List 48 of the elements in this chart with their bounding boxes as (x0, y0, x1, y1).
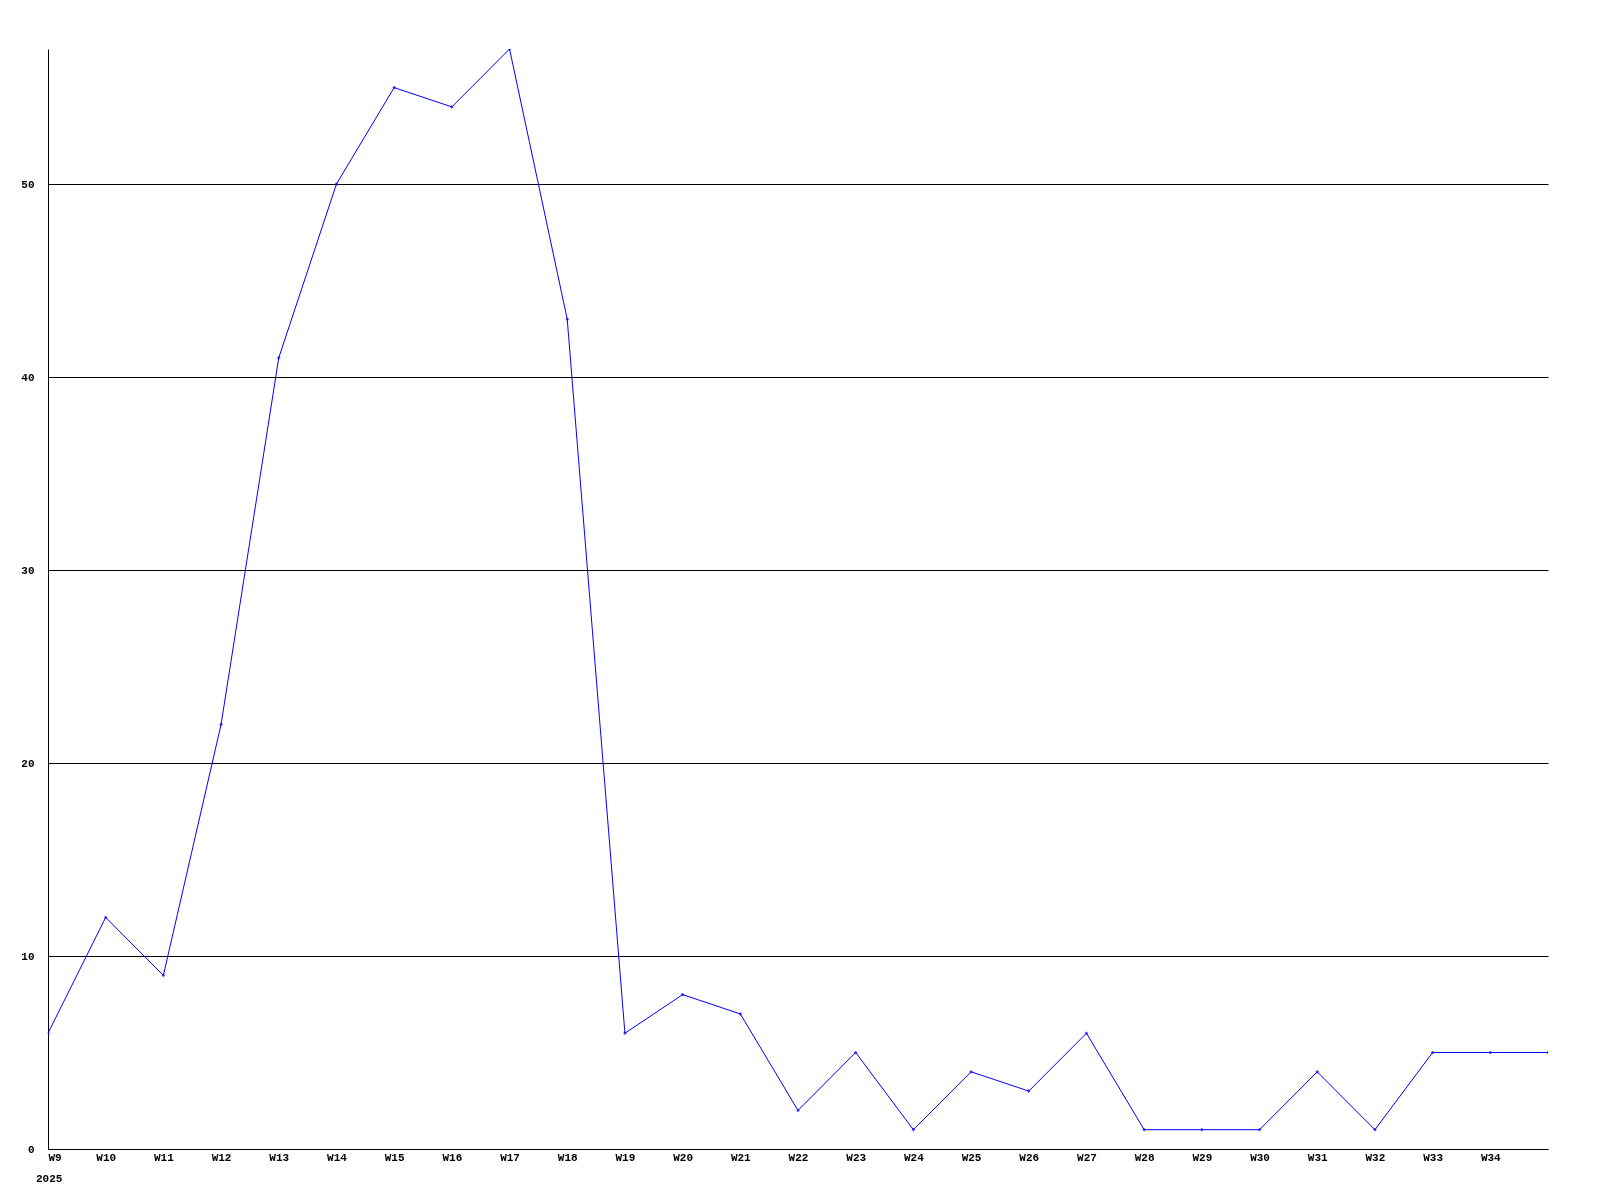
x-tick-label: W20 (673, 1151, 694, 1164)
x-tick-label: W9 (48, 1151, 62, 1164)
x-tick-label: W34 (1480, 1151, 1502, 1164)
x-tick-label: W16 (442, 1151, 463, 1164)
line-series (47, 48, 1549, 1132)
point (1026, 1089, 1031, 1093)
point (1142, 1127, 1147, 1132)
point (334, 182, 339, 186)
x-tick-label: W31 (1307, 1151, 1329, 1164)
x-tick-label: W10 (96, 1151, 117, 1164)
y-tick-label: 40 (21, 371, 35, 384)
x-tick-label: W19 (615, 1151, 636, 1164)
x-tick-label: W15 (384, 1151, 405, 1164)
x-tick-label: W22 (788, 1151, 809, 1164)
point (1199, 1127, 1204, 1132)
text: 2025 (36, 1173, 63, 1185)
point (738, 1012, 743, 1016)
point (796, 1108, 800, 1113)
point (1373, 1127, 1377, 1132)
y-tick-label: 10 (21, 950, 35, 963)
x-tick-label: W25 (961, 1151, 982, 1164)
point (1488, 1050, 1493, 1055)
point (1257, 1127, 1262, 1132)
x-tick-label: W14 (327, 1151, 348, 1164)
y-tick-label: 30 (21, 564, 35, 577)
x-tick-label: W13 (269, 1151, 290, 1164)
x-tick-label: W21 (730, 1151, 752, 1164)
x-tick-label: W24 (903, 1151, 925, 1164)
x-tick-label: W26 (1019, 1151, 1040, 1164)
x-tick-label: W28 (1134, 1151, 1155, 1164)
point (969, 1069, 973, 1074)
point (853, 1050, 858, 1055)
x-tick-label: W17 (500, 1151, 520, 1164)
x-tick-label: W11 (153, 1151, 175, 1164)
x-tick-label: W33 (1423, 1151, 1444, 1164)
x-tick-label: W23 (846, 1151, 867, 1164)
x-tick-label: W27 (1077, 1151, 1097, 1164)
y-tick-label: 0 (27, 1143, 35, 1156)
x-tick-label: W32 (1365, 1151, 1386, 1164)
x-tick-label: W12 (211, 1151, 232, 1164)
point (219, 722, 223, 727)
x-tick-label: W30 (1250, 1151, 1270, 1164)
y-tick-label: 50 (21, 178, 35, 191)
y-tick-label: 20 (21, 757, 35, 770)
x-tick-label: W29 (1192, 1151, 1213, 1164)
point (1084, 1031, 1089, 1036)
x-tick-label: W18 (557, 1151, 579, 1164)
point (392, 85, 397, 90)
